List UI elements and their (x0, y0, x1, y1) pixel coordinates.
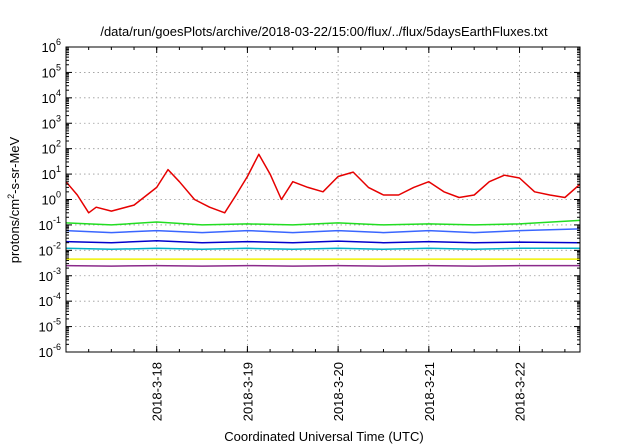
y-tick-label: 10-5 (39, 317, 61, 335)
y-axis-label-superscript: 2 (6, 194, 16, 199)
chart-grid (66, 47, 580, 352)
y-tick-label: 104 (42, 88, 61, 106)
x-tick-label: 2018-3-19 (240, 362, 255, 421)
y-tick-label: 105 (42, 62, 61, 80)
x-tick-label: 2018-3-18 (150, 362, 165, 421)
series-line (65, 264, 580, 267)
series-line (65, 153, 581, 214)
series-line (65, 228, 581, 234)
x-tick-labels: 2018-3-18 2018-3-19 2018-3-20 2018-3-21 2018… (150, 362, 528, 421)
x-tick-label: 2018-3-22 (513, 362, 528, 421)
y-tick-label: 106 (42, 37, 61, 55)
y-tick-label: 10-1 (39, 215, 61, 233)
y-tick-label: 10-2 (39, 240, 61, 258)
y-tick-label: 10-6 (39, 342, 61, 360)
y-tick-labels: 10-6 10-5 10-4 10-3 10-2 10-1 100 101 102 103 104 1… (39, 37, 61, 360)
y-axis-label-suffix: -s-sr-MeV (7, 136, 22, 193)
x-tick-label: 2018-3-20 (331, 362, 346, 421)
y-tick-label: 100 (42, 190, 61, 208)
y-tick-label: 10-3 (39, 266, 61, 284)
chart-series-layer (65, 153, 581, 267)
y-axis-label: protons/cm2-s-sr-MeV (6, 136, 22, 263)
chart-title: /data/run/goesPlots/archive/2018-03-22/1… (100, 24, 548, 39)
y-tick-label: 101 (42, 164, 61, 182)
series-line (65, 247, 580, 251)
y-tick-label: 10-4 (39, 291, 61, 309)
series-line (65, 239, 581, 244)
y-axis-label-prefix: protons/cm (7, 199, 22, 263)
y-tick-label: 102 (42, 139, 61, 157)
x-axis-label: Coordinated Universal Time (UTC) (224, 429, 423, 444)
y-tick-label: 103 (42, 113, 61, 131)
chart-ticks (66, 46, 580, 353)
series-line (65, 219, 581, 226)
x-tick-label: 2018-3-21 (422, 362, 437, 421)
